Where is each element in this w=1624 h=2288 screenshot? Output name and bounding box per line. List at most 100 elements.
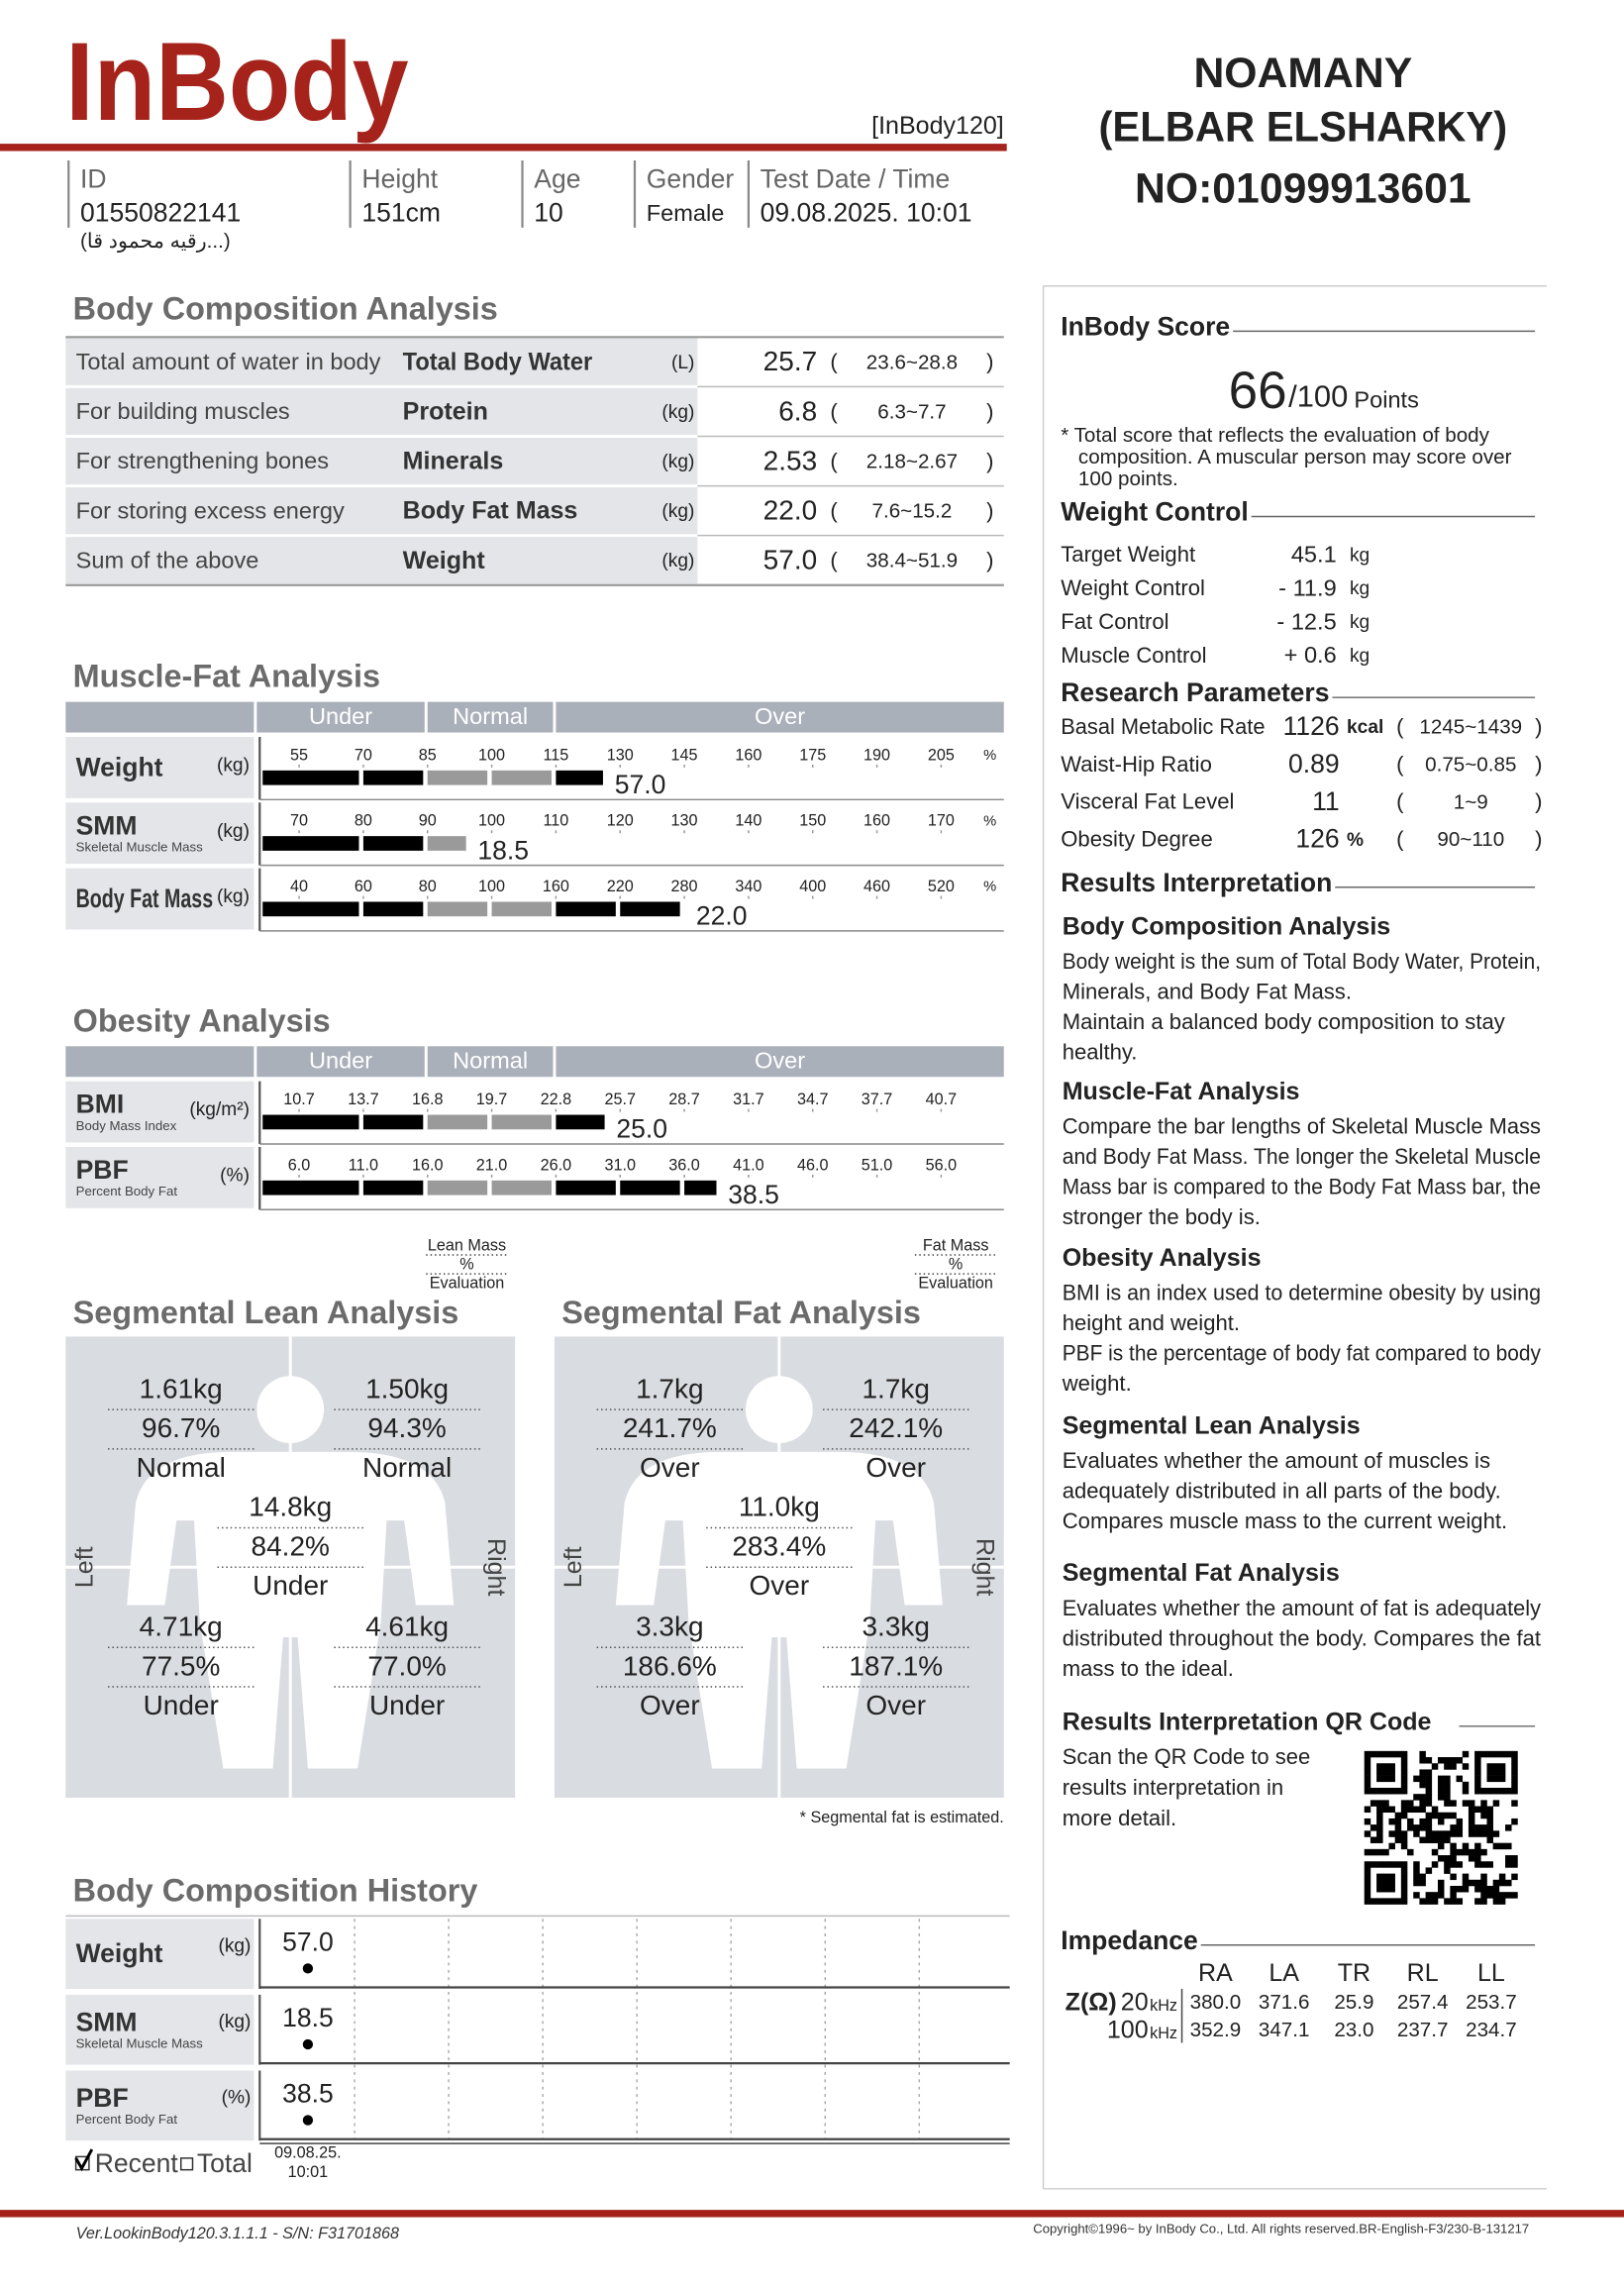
tick-label: 55	[290, 746, 308, 764]
qr-module	[1450, 1757, 1457, 1764]
row-name: Weight	[403, 547, 486, 574]
qr-module	[1400, 1867, 1408, 1874]
qr-module	[1400, 1787, 1408, 1795]
tick-label: 460	[863, 878, 890, 895]
segment-mass: 14.8kg	[249, 1492, 332, 1522]
row-description: For strengthening bones	[76, 448, 329, 473]
row-label-panel	[65, 1994, 254, 2065]
qr-module	[1498, 1763, 1506, 1770]
legend-text: Fat Mass	[923, 1236, 989, 1254]
qr-module	[1394, 1830, 1402, 1837]
qr-module	[1425, 1867, 1433, 1874]
qr-module	[1505, 1879, 1512, 1887]
body-silhouette	[127, 1451, 455, 1769]
qr-module	[1376, 1848, 1383, 1856]
section-title: Segmental Lean Analysis	[73, 1295, 459, 1330]
qr-module	[1437, 1879, 1445, 1887]
qr-module	[1431, 1861, 1439, 1868]
bracket: (	[1396, 827, 1404, 852]
impedance-value: 371.6	[1259, 1991, 1310, 2014]
row-unit: (%)	[220, 1165, 250, 1186]
info-label: Test Date / Time	[761, 164, 951, 194]
qr-module	[1388, 1842, 1395, 1850]
qr-module	[1486, 1750, 1493, 1758]
interpretation-heading: Obesity Analysis	[1063, 1244, 1262, 1272]
impedance-column: LL	[1477, 1959, 1505, 1987]
tick-label: 130	[607, 746, 634, 764]
row-panel	[65, 337, 698, 585]
tick-label: 340	[735, 878, 761, 895]
row-name: Total Body Water	[403, 348, 593, 375]
wc-label: Target Weight	[1061, 542, 1195, 567]
segment-evaluation: Under	[144, 1690, 219, 1720]
segment-mass: 11.0kg	[739, 1492, 820, 1522]
qr-module	[1364, 1848, 1371, 1856]
qr-module	[1388, 1763, 1395, 1770]
qr-module	[1388, 1775, 1395, 1783]
qr-module	[1492, 1787, 1500, 1795]
qr-module	[1407, 1848, 1414, 1856]
impedance-unit: kHz	[1150, 1997, 1177, 2015]
qr-module	[1382, 1879, 1389, 1887]
qr-module	[1437, 1757, 1445, 1764]
qr-module	[1400, 1861, 1408, 1868]
qr-module	[1456, 1757, 1464, 1764]
row-unit: (kg)	[217, 886, 250, 907]
qr-module	[1498, 1879, 1506, 1887]
impedance-value: 253.7	[1466, 1991, 1517, 2014]
qr-module	[1364, 1787, 1371, 1795]
qr-module	[1419, 1794, 1426, 1801]
qr-module	[1364, 1867, 1371, 1874]
qr-module	[1450, 1861, 1457, 1868]
bar-segment	[684, 1180, 717, 1196]
qr-module	[1370, 1861, 1377, 1868]
qr-module	[1486, 1787, 1493, 1795]
zone-header	[427, 1046, 554, 1078]
score-unit: Points	[1354, 386, 1419, 412]
tick-label: 11.0	[349, 1156, 378, 1174]
tick-label: 120	[607, 812, 634, 830]
qr-module	[1474, 1879, 1481, 1887]
qr-module	[1382, 1873, 1389, 1881]
segment-evaluation: Over	[865, 1452, 926, 1483]
tick-label: 51.0	[862, 1156, 893, 1174]
bar-segment	[362, 836, 424, 851]
segment-mass: 4.61kg	[365, 1611, 449, 1641]
qr-module	[1394, 1812, 1402, 1820]
qr-module	[1444, 1800, 1451, 1807]
client-name: NO:01099913601	[1135, 164, 1472, 212]
logo: InBody	[65, 20, 408, 144]
qr-module	[1364, 1757, 1371, 1764]
history-time: 10:01	[288, 2163, 329, 2181]
qr-module	[1425, 1800, 1433, 1807]
qr-module	[1419, 1836, 1426, 1843]
qr-module	[1419, 1775, 1426, 1783]
segment-mass: 3.3kg	[636, 1611, 703, 1641]
qr-module	[1407, 1818, 1414, 1825]
qr-module	[1370, 1787, 1377, 1795]
qr-module	[1505, 1824, 1512, 1831]
qr-module	[1456, 1898, 1464, 1905]
section-title: Body Composition Analysis	[73, 290, 498, 326]
interpretation-text: weight.	[1062, 1371, 1132, 1396]
qr-module	[1498, 1892, 1506, 1899]
interpretation-text: adequately distributed in all parts of t…	[1063, 1479, 1501, 1504]
qr-module	[1431, 1898, 1439, 1905]
row-subtitle: Percent Body Fat	[76, 1184, 178, 1198]
qr-module	[1431, 1892, 1439, 1899]
wc-value: - 11.9	[1278, 574, 1337, 600]
zone-label: Over	[755, 703, 805, 729]
qr-module	[1468, 1800, 1475, 1807]
qr-module	[1480, 1892, 1487, 1899]
row-name: SMM	[76, 810, 138, 840]
qr-module	[1486, 1775, 1493, 1783]
qr-module	[1413, 1824, 1420, 1831]
qr-module	[1376, 1830, 1383, 1837]
qr-module	[1492, 1750, 1500, 1758]
percent-sign: %	[983, 880, 996, 895]
row-name: Body Fat Mass	[76, 884, 214, 913]
zone-header	[256, 1046, 425, 1078]
bar-segment	[362, 770, 424, 785]
qr-module	[1498, 1898, 1506, 1905]
qr-module	[1468, 1855, 1475, 1862]
